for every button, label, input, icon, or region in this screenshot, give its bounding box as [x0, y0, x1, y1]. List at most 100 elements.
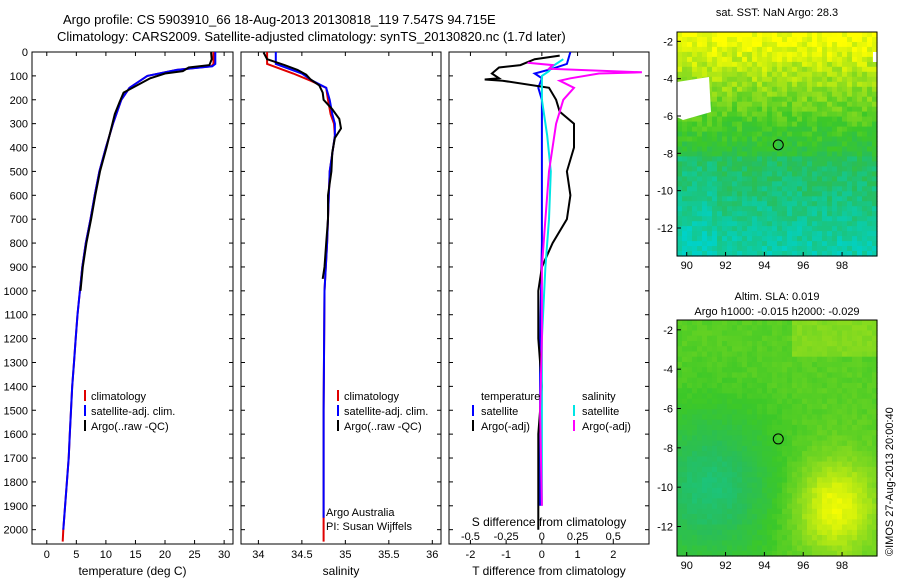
map-cell: [807, 508, 813, 515]
map-cell: [872, 221, 878, 227]
map-cell: [762, 216, 768, 222]
map-cell: [792, 211, 798, 217]
map-cell: [827, 482, 833, 489]
map-cell: [787, 482, 793, 489]
map-cell: [767, 161, 773, 167]
map-cell: [767, 372, 773, 379]
map-cell: [692, 419, 698, 426]
map-cell: [837, 341, 843, 347]
map-cell: [857, 161, 863, 167]
map-cell: [827, 231, 833, 237]
map-cell: [812, 131, 818, 138]
map-cell: [677, 206, 683, 212]
map-cell: [722, 320, 728, 326]
map-cell: [692, 430, 698, 436]
map-cell: [827, 146, 833, 153]
map-cell: [807, 141, 813, 148]
map-cell: [777, 456, 783, 463]
map-cell: [852, 86, 858, 93]
map-cell: [802, 545, 808, 552]
map-cell: [842, 106, 848, 113]
map-cell: [732, 493, 738, 499]
map-cell: [822, 398, 828, 405]
map-cell: [767, 176, 773, 182]
map-cell: [867, 529, 873, 536]
map-cell: [862, 251, 868, 257]
map-cell: [777, 461, 783, 468]
map-cell: [732, 508, 738, 515]
map-cell: [717, 121, 723, 128]
y-tick-label: 1500: [4, 405, 28, 417]
map-cell: [782, 330, 788, 337]
map-cell: [832, 487, 838, 494]
map-cell: [822, 435, 828, 442]
map-cell: [842, 456, 848, 463]
map-cell: [732, 171, 738, 177]
map-cell: [792, 56, 798, 63]
map-cell: [702, 211, 708, 217]
map-cell: [762, 51, 768, 58]
map-cell: [832, 398, 838, 405]
map-cell: [722, 477, 728, 484]
map-cell: [767, 32, 773, 38]
map-cell: [867, 116, 873, 123]
map-cell: [847, 472, 853, 478]
map-cell: [792, 101, 798, 108]
map-cell: [777, 161, 783, 167]
map-cell: [692, 51, 698, 58]
map-cell: [722, 201, 728, 207]
map-cell: [697, 451, 703, 457]
map-cell: [757, 191, 763, 197]
map-cell: [677, 388, 683, 394]
map-cell: [837, 477, 843, 484]
map-cell: [772, 466, 778, 473]
map-cell: [722, 76, 728, 83]
map-cell: [822, 320, 828, 326]
map-cell: [862, 46, 868, 53]
map-cell: [757, 61, 763, 68]
map-cell: [732, 191, 738, 197]
map-cell: [712, 191, 718, 197]
map-cell: [687, 466, 693, 473]
map-cell: [742, 524, 748, 531]
map-cell: [777, 231, 783, 237]
map-cell: [872, 176, 878, 182]
map-cell: [807, 81, 813, 88]
map-cell: [727, 91, 733, 98]
map-cell: [787, 236, 793, 242]
map-cell: [687, 341, 693, 347]
map-cell: [767, 451, 773, 457]
map-cell: [847, 136, 853, 143]
map-cell: [807, 367, 813, 373]
map-cell: [867, 346, 873, 352]
map-cell: [777, 330, 783, 337]
map-cell: [797, 76, 803, 83]
map-cell: [717, 116, 723, 123]
map-cell: [787, 346, 793, 352]
map-cell: [812, 111, 818, 118]
map-cell: [822, 503, 828, 510]
map-cell: [832, 226, 838, 232]
map-cell: [817, 351, 823, 358]
map-cell: [822, 456, 828, 463]
map-cell: [802, 51, 808, 58]
map-cell: [757, 535, 763, 541]
map-cell: [727, 362, 733, 368]
map-cell: [847, 335, 853, 342]
profile-location-marker: [772, 139, 784, 151]
map-cell: [757, 91, 763, 98]
map-cell: [757, 519, 763, 526]
map-cell: [772, 176, 778, 182]
map-cell: [827, 96, 833, 103]
map-cell: [827, 382, 833, 389]
map-cell: [757, 529, 763, 536]
map-cell: [737, 341, 743, 347]
map-cell: [717, 341, 723, 347]
map-cell: [867, 519, 873, 526]
map-cell: [677, 186, 683, 192]
map-cell: [802, 171, 808, 177]
map-cell: [842, 101, 848, 108]
map-cell: [812, 171, 818, 177]
map-cell: [777, 335, 783, 342]
map-cell: [842, 81, 848, 88]
